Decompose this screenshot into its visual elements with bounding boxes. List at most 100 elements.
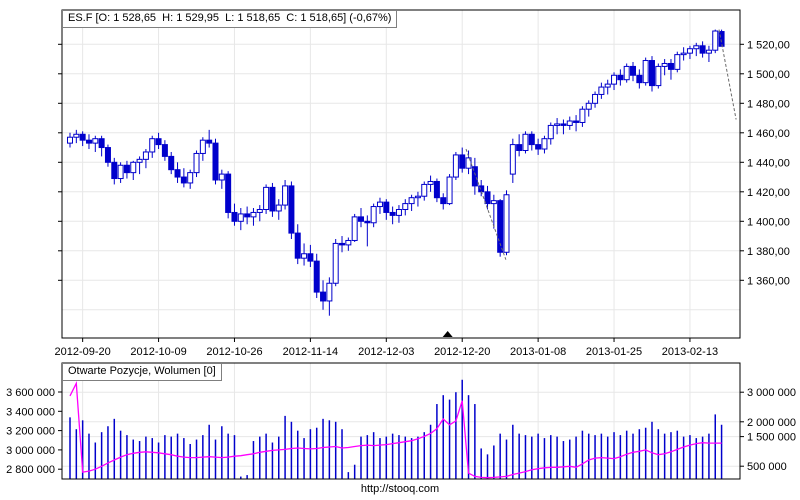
candle-body — [332, 242, 339, 284]
candle — [617, 69, 624, 86]
candle — [212, 138, 219, 185]
candle-body — [699, 45, 706, 54]
candle — [269, 182, 276, 217]
candle-body — [294, 232, 301, 259]
candle — [408, 194, 415, 211]
candle — [686, 45, 693, 60]
candle — [433, 178, 440, 203]
candle — [383, 199, 390, 220]
candle-body — [123, 164, 130, 174]
candle — [661, 59, 668, 76]
candle — [573, 115, 580, 132]
candle-body — [218, 173, 225, 181]
candle — [693, 42, 700, 57]
candle — [237, 208, 244, 231]
candlestick-series — [67, 29, 725, 316]
candle-body — [92, 138, 99, 144]
candle — [579, 106, 586, 127]
candle — [535, 138, 542, 155]
candle — [250, 208, 257, 226]
price-panel-title: ES.F [O: 1 528,65 H: 1 529,95 L: 1 518,6… — [68, 12, 392, 24]
candle-body — [231, 211, 238, 222]
candle-body — [718, 31, 725, 47]
candle — [376, 197, 383, 214]
date-tick-label: 2013-02-13 — [662, 346, 718, 358]
candle-body — [573, 120, 580, 123]
date-tick-label: 2012-10-26 — [206, 346, 262, 358]
candle-body — [522, 133, 529, 151]
candle — [307, 244, 314, 268]
candle-body — [301, 253, 308, 259]
candle-body — [516, 144, 523, 152]
candle-body — [560, 123, 567, 126]
candle — [598, 82, 605, 99]
candle — [674, 51, 681, 73]
candle-body — [345, 239, 352, 246]
candle-body — [693, 45, 700, 50]
candle-body — [408, 197, 415, 205]
candle-body — [585, 102, 592, 110]
candle — [465, 150, 472, 175]
candle-body — [592, 93, 599, 104]
candle — [79, 131, 86, 147]
candle-body — [611, 74, 618, 85]
candle — [320, 280, 327, 310]
price-panel-title-box: ES.F [O: 1 528,65 H: 1 529,95 L: 1 518,6… — [62, 10, 398, 28]
candle-body — [421, 183, 428, 197]
date-axis: 2012-09-20 2012-10-09 2012-10-26 2012-11-14… — [55, 338, 718, 358]
candle — [130, 160, 137, 180]
candle-body — [389, 211, 396, 216]
candle — [244, 206, 251, 225]
candle-body — [67, 136, 73, 144]
date-tick-label: 2012-11-14 — [283, 346, 338, 358]
candle-body — [275, 204, 282, 212]
candle — [471, 157, 478, 195]
candle — [604, 79, 611, 95]
candle — [123, 160, 130, 179]
candle — [484, 185, 491, 210]
candle-body — [282, 185, 289, 206]
date-tick-label: 2012-12-03 — [358, 346, 414, 358]
candle-body — [168, 155, 175, 171]
candle-body — [376, 201, 383, 208]
candle — [364, 215, 371, 247]
price-tick-label: 1 500,00 — [747, 69, 790, 81]
candle-body — [712, 30, 719, 51]
candle-body — [503, 194, 510, 253]
candle — [516, 134, 523, 157]
candle — [554, 118, 561, 135]
candle — [92, 135, 99, 152]
price-axis: 1 520,00 1 500,00 1 480,00 1 460,00 1 440,00… — [58, 39, 790, 287]
candle — [282, 180, 289, 210]
open-interest-line — [69, 380, 722, 479]
date-tick-label: 2013-01-08 — [510, 346, 566, 358]
candle-body — [288, 185, 295, 234]
candle — [104, 144, 111, 167]
candle-body — [269, 186, 276, 212]
candle — [155, 132, 162, 150]
price-tick-label: 1 520,00 — [747, 39, 790, 51]
candle-body — [161, 144, 168, 157]
candle-body — [256, 209, 263, 213]
candle — [636, 69, 643, 89]
volume-tick-label: 1 500 000 — [747, 432, 796, 444]
candle-body — [490, 200, 497, 205]
price-gridlines — [62, 10, 740, 338]
candle-body — [307, 253, 314, 262]
candle — [585, 100, 592, 117]
candle — [648, 56, 655, 92]
candle — [440, 193, 447, 210]
candle — [225, 171, 232, 219]
candle-body — [174, 169, 181, 178]
candle — [142, 149, 149, 169]
candle-body — [642, 60, 649, 84]
volume-tick-label: 2 000 000 — [747, 417, 796, 429]
candle — [452, 151, 459, 180]
candle-body — [440, 197, 447, 205]
volume-bars — [69, 379, 723, 479]
rollover-marker-icon — [442, 331, 453, 337]
candle — [218, 169, 225, 189]
candle-body — [117, 164, 124, 180]
candle-body — [604, 83, 611, 88]
candle-body — [623, 65, 630, 81]
